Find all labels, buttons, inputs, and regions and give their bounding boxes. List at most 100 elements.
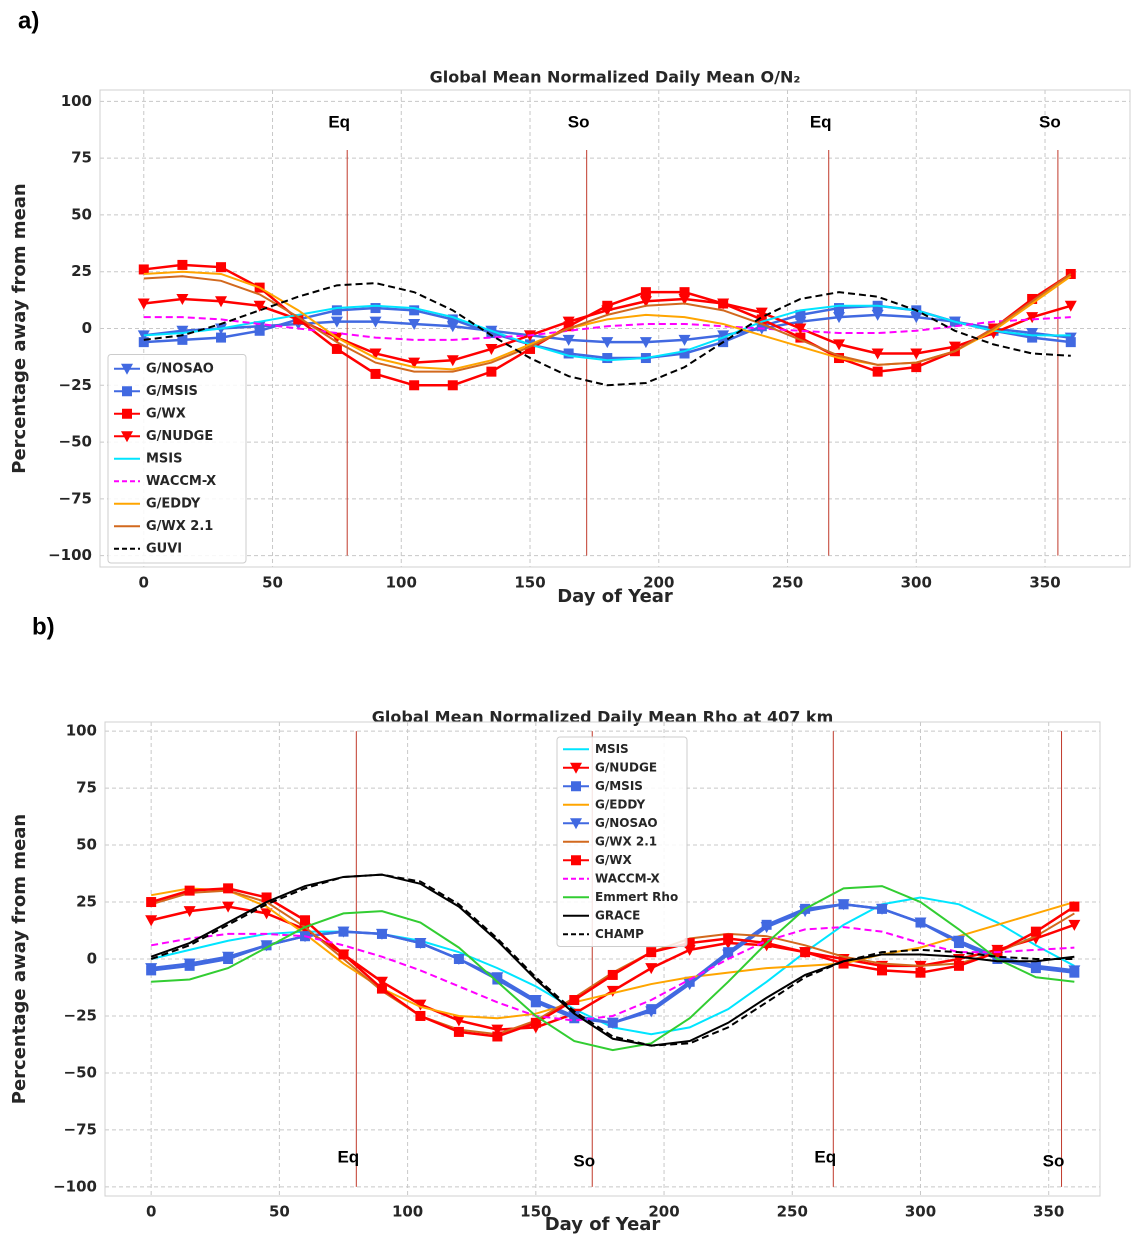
legend-marker (570, 818, 582, 830)
marker (606, 985, 619, 997)
season-label: Eq (814, 1147, 836, 1166)
marker (331, 343, 342, 354)
marker (722, 949, 735, 961)
marker (953, 960, 964, 971)
marker (486, 328, 497, 339)
marker (409, 380, 420, 391)
marker (408, 357, 421, 369)
marker (723, 933, 734, 944)
season-label: Eq (337, 1147, 359, 1166)
marker (678, 334, 691, 346)
x-tick-label: 150 (514, 574, 545, 592)
marker (369, 316, 382, 328)
legend-label: G/NOSAO (146, 361, 214, 376)
marker (871, 309, 884, 321)
legend-marker (570, 762, 582, 774)
legend-label: G/MSIS (595, 779, 643, 793)
marker (414, 999, 427, 1011)
marker (253, 300, 266, 312)
y-tick-label: 100 (61, 92, 92, 110)
marker (755, 307, 768, 319)
marker (1030, 926, 1041, 937)
marker (756, 321, 767, 332)
marker (375, 976, 388, 988)
x-tick-label: 200 (648, 1203, 679, 1221)
legend-marker (122, 408, 132, 419)
y-tick-label: 50 (76, 836, 97, 854)
marker (486, 366, 497, 377)
marker (562, 334, 575, 346)
series-line (143, 316, 1071, 341)
legend-label: MSIS (146, 451, 183, 466)
marker (260, 940, 273, 952)
marker (137, 298, 150, 310)
series-line (150, 926, 1075, 1022)
legend-label: G/WX (595, 853, 632, 867)
marker (1026, 312, 1039, 324)
marker (646, 947, 657, 958)
marker (1029, 960, 1042, 972)
legend-label: Emmert Rho (595, 890, 678, 904)
marker (1027, 293, 1038, 304)
x-tick-label: 0 (146, 1203, 156, 1221)
marker (145, 915, 158, 927)
legend-label: G/NUDGE (146, 429, 213, 444)
marker (525, 343, 536, 354)
legend-label: WACCM-X (595, 871, 661, 885)
season-label: So (1043, 1151, 1065, 1170)
marker (799, 906, 812, 918)
legend-marker (571, 781, 581, 792)
y-tick-label: 50 (71, 205, 92, 223)
marker (215, 296, 228, 308)
legend-marker (121, 363, 133, 375)
x-tick-label: 250 (777, 1203, 808, 1221)
legend-label: GUVI (146, 541, 182, 556)
marker (177, 334, 188, 345)
marker (300, 915, 311, 926)
legend: MSIS G/NUDGE G/MSIS G/EDDY G/NOSAO G/WX 2.1 G/… (556, 736, 688, 947)
marker (833, 312, 846, 324)
y-tick-label: −75 (64, 1120, 97, 1138)
y-tick-label: −100 (48, 546, 92, 564)
marker (607, 969, 618, 980)
marker (331, 305, 342, 316)
marker (568, 1010, 581, 1022)
marker (146, 897, 157, 908)
series-line (143, 282, 1071, 387)
marker (447, 380, 458, 391)
y-tick-label: 75 (76, 779, 97, 797)
marker (717, 298, 730, 310)
marker (369, 348, 382, 360)
panel-label: b) (32, 613, 55, 640)
plot-frame (104, 721, 1101, 1197)
marker (601, 305, 614, 317)
marker (1068, 919, 1081, 931)
marker (679, 348, 690, 359)
marker (261, 892, 272, 903)
legend-marker (571, 855, 581, 866)
y-tick-label: −25 (59, 376, 92, 394)
marker (452, 954, 465, 965)
marker (837, 899, 850, 911)
marker (491, 972, 504, 984)
marker (838, 958, 849, 969)
season-label: Eq (810, 112, 832, 131)
marker (415, 1010, 426, 1021)
marker (452, 1015, 465, 1027)
season-label: So (573, 1151, 595, 1170)
marker (914, 917, 927, 929)
marker (645, 963, 658, 975)
marker (491, 1024, 504, 1036)
x-tick-label: 100 (392, 1203, 423, 1221)
marker (678, 293, 691, 305)
legend-label: MSIS (595, 742, 629, 756)
marker (952, 935, 965, 947)
x-tick-label: 350 (1033, 1203, 1064, 1221)
x-tick-label: 50 (269, 1203, 290, 1221)
marker (453, 1026, 464, 1037)
y-tick-label: 25 (71, 262, 92, 280)
legend-label: WACCM-X (146, 474, 216, 489)
marker (409, 305, 420, 316)
y-tick-label: −50 (64, 1063, 97, 1081)
